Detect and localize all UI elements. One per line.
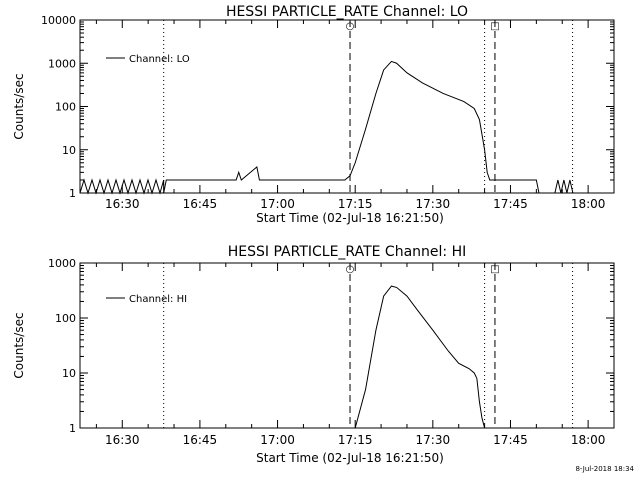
x-tick-label: 17:30 <box>416 433 451 447</box>
x-tick-label: 17:00 <box>260 197 295 211</box>
footer-timestamp: 8-Jul-2018 18:34 <box>575 465 634 473</box>
x-tick-label: 17:15 <box>338 197 373 211</box>
y-tick-label: 1000 <box>48 57 76 70</box>
y-tick-label: 10 <box>62 367 76 380</box>
y-axis-label: Counts/sec <box>12 312 26 378</box>
event-symbol: ○ <box>346 21 355 32</box>
y-tick-label: 100 <box>55 312 76 325</box>
y-tick-label: 10 <box>62 144 76 157</box>
legend-label: Channel: HI <box>129 294 187 305</box>
series-line <box>79 60 574 195</box>
plot-frame <box>79 19 615 194</box>
x-tick-label: 17:00 <box>260 433 295 447</box>
y-axis-label: Counts/sec <box>12 73 26 139</box>
x-tick-label: 16:30 <box>105 197 140 211</box>
x-tick-label: 16:45 <box>183 197 218 211</box>
x-axis-label: Start Time (02-Jul-18 16:21:50) <box>256 451 444 465</box>
event-symbol: □ <box>490 264 499 275</box>
event-symbol: ○ <box>346 264 355 275</box>
x-tick-label: 17:30 <box>416 197 451 211</box>
plot-frame <box>79 262 615 429</box>
y-tick-label: 1 <box>69 422 76 435</box>
legend-label: Channel: LO <box>129 54 190 65</box>
x-tick-label: 18:00 <box>571 433 606 447</box>
x-tick-label: 16:30 <box>105 433 140 447</box>
event-symbol: □ <box>490 21 499 32</box>
chart-panel-1: HESSI PARTICLE_RATE Channel: LO Counts/se… <box>12 4 615 225</box>
y-tick-label: 100 <box>55 101 76 114</box>
y-tick-label: 10000 <box>41 14 76 27</box>
x-tick-label: 17:45 <box>493 197 528 211</box>
x-tick-label: 17:45 <box>493 433 528 447</box>
x-tick-label: 16:45 <box>183 433 218 447</box>
x-tick-label: 18:00 <box>571 197 606 211</box>
x-tick-label: 17:15 <box>338 433 373 447</box>
chart-title: HESSI PARTICLE_RATE Channel: HI <box>228 244 466 260</box>
x-axis-label: Start Time (02-Jul-18 16:21:50) <box>256 211 444 225</box>
chart-panel-2: HESSI PARTICLE_RATE Channel: HI Counts/se… <box>12 244 615 465</box>
y-tick-label: 1000 <box>48 257 76 270</box>
y-tick-label: 1 <box>69 187 76 200</box>
series-line <box>354 285 486 429</box>
chart-title: HESSI PARTICLE_RATE Channel: LO <box>226 4 468 20</box>
